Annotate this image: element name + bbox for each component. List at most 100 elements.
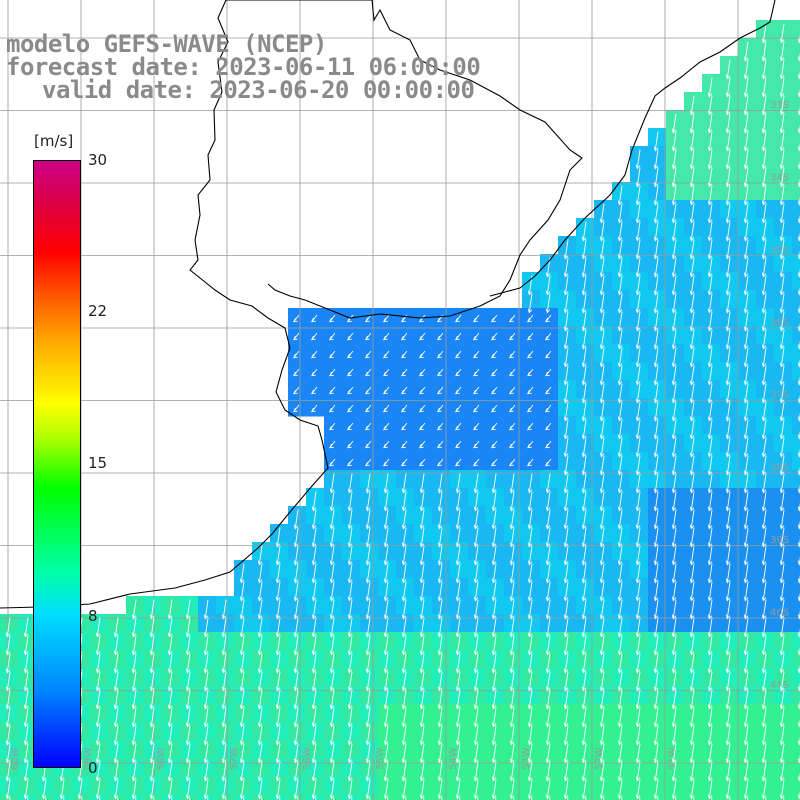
wind-arrow [599, 779, 605, 800]
wind-arrow [743, 509, 749, 530]
wind-arrow [563, 275, 569, 296]
wind-arrow [743, 671, 749, 692]
wind-arrow [311, 635, 317, 656]
wind-arrows [5, 23, 800, 800]
wind-arrow [455, 761, 461, 782]
wind-arrow [23, 725, 29, 746]
wind-arrow [743, 41, 749, 62]
wind-arrow [563, 401, 569, 422]
wind-arrow [419, 404, 426, 413]
wind-arrow [671, 455, 677, 476]
wind-arrow [779, 617, 785, 638]
wind-arrow [671, 545, 677, 566]
wind-arrow [419, 332, 426, 341]
wind-arrow [491, 404, 498, 413]
wind-cell [792, 560, 800, 579]
wind-arrow [671, 509, 677, 530]
wind-cell [792, 524, 800, 543]
wind-arrow [293, 527, 299, 548]
wind-arrow [779, 113, 785, 134]
wind-arrow [725, 365, 731, 386]
wind-arrow [437, 779, 443, 800]
wind-arrow [581, 689, 587, 710]
wind-arrow [437, 689, 443, 710]
wind-arrow [419, 527, 425, 548]
wind-cell [792, 56, 800, 75]
wind-arrow [491, 314, 498, 323]
wind-arrow [635, 617, 641, 638]
wind-arrow [689, 527, 695, 548]
wind-arrow [401, 422, 408, 431]
wind-arrow [689, 257, 695, 278]
wind-arrow [563, 653, 569, 674]
wind-arrow [383, 707, 389, 728]
wind-cell [792, 362, 800, 381]
wind-arrow [311, 707, 317, 728]
wind-arrow [185, 707, 191, 728]
wind-arrow [617, 401, 623, 422]
wind-arrow [545, 293, 551, 314]
wind-arrow [689, 563, 695, 584]
wind-arrow [473, 386, 480, 395]
wind-arrow [779, 41, 785, 62]
wind-arrow [671, 635, 677, 656]
wind-arrow [779, 365, 785, 386]
wind-arrow [599, 419, 605, 440]
wind-arrow [563, 491, 569, 512]
wind-arrow [311, 581, 317, 602]
wind-arrow [131, 743, 137, 764]
wind-arrow [707, 257, 713, 278]
wind-arrow [437, 653, 443, 674]
wind-arrow [203, 779, 209, 800]
wind-arrow [779, 761, 785, 782]
wind-arrow [599, 221, 605, 242]
wind-arrow [635, 239, 641, 260]
wind-arrow [761, 23, 767, 44]
wind-arrow [365, 386, 372, 395]
wind-arrow [167, 743, 173, 764]
wind-arrow [185, 671, 191, 692]
wind-arrow [365, 671, 371, 692]
wind-arrow [617, 671, 623, 692]
wind-arrow [707, 671, 713, 692]
wind-arrow [347, 653, 353, 674]
wind-arrow [455, 527, 461, 548]
wind-arrow [581, 617, 587, 638]
wind-arrow [761, 113, 767, 134]
wind-arrow [311, 314, 318, 323]
wind-arrow [383, 617, 389, 638]
wind-arrow [689, 491, 695, 512]
wind-arrow [311, 491, 317, 512]
wind-arrow [689, 419, 695, 440]
wind-arrow [509, 599, 515, 620]
wind-arrow [311, 404, 318, 413]
wind-arrow [473, 527, 479, 548]
wind-arrow [23, 761, 29, 782]
wind-arrow [23, 743, 29, 764]
wind-arrow [725, 167, 731, 188]
wind-arrow [671, 653, 677, 674]
wind-arrow [419, 368, 426, 377]
wind-arrow [419, 314, 426, 323]
wind-arrow [401, 458, 408, 467]
wind-cell [792, 344, 800, 363]
wind-arrow [509, 473, 515, 494]
wind-arrow [761, 527, 767, 548]
wind-arrow [761, 455, 767, 476]
wind-arrow [581, 311, 587, 332]
model-title: modelo GEFS-WAVE (NCEP) [6, 30, 327, 58]
wind-arrow [671, 401, 677, 422]
wind-arrow [581, 329, 587, 350]
wind-arrow [329, 473, 335, 494]
wind-arrow [509, 563, 515, 584]
wind-arrow [563, 635, 569, 656]
lat-label: 37S [770, 390, 789, 401]
wind-arrow [779, 473, 785, 494]
wind-arrow [599, 509, 605, 530]
wind-arrow [761, 419, 767, 440]
wind-arrow [707, 329, 713, 350]
wind-arrow [329, 527, 335, 548]
wind-arrow [455, 386, 462, 395]
wind-arrow [509, 617, 515, 638]
